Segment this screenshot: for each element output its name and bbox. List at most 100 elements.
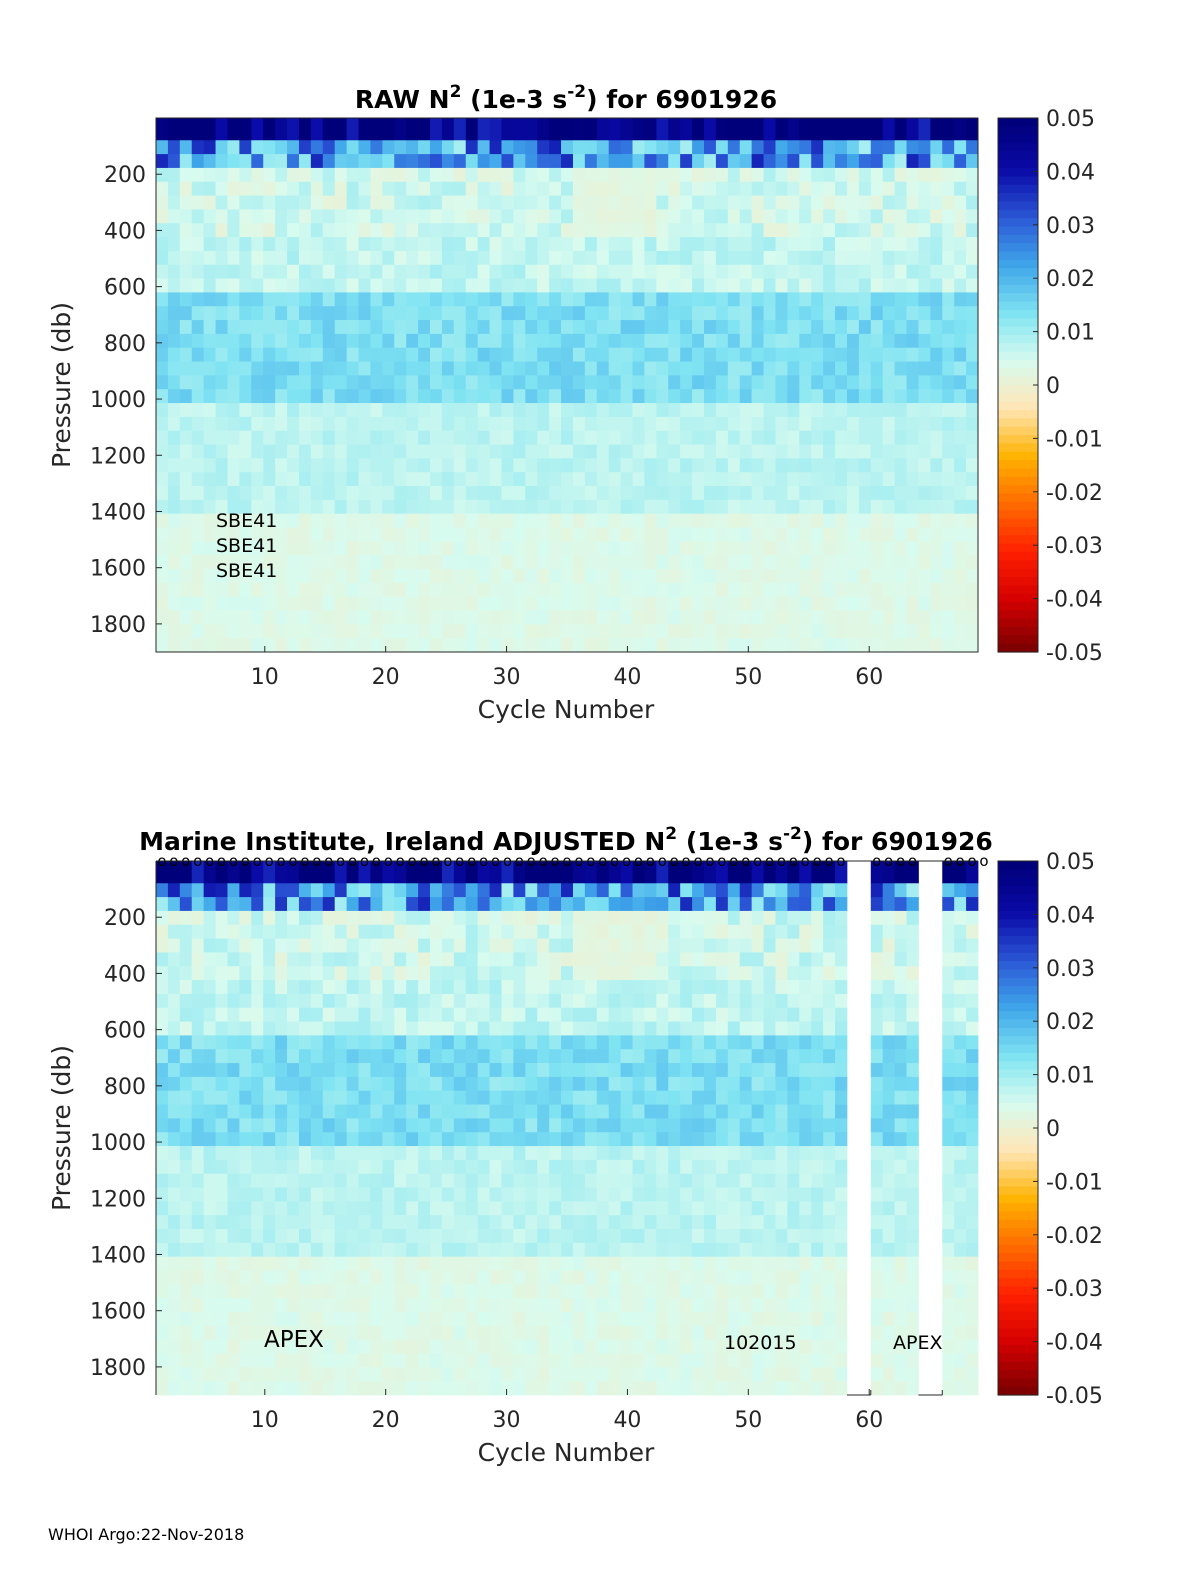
heatmap-cell (227, 1270, 240, 1285)
heatmap-cell (763, 1353, 776, 1368)
heatmap-cell (489, 1325, 502, 1341)
heatmap-cell (179, 389, 193, 404)
heatmap-cell (358, 306, 371, 321)
heatmap-cell (835, 1076, 848, 1092)
heatmap-cell (322, 596, 336, 611)
heatmap-cell (394, 596, 407, 611)
heatmap-cell (263, 118, 276, 141)
heatmap-cell (227, 638, 240, 653)
heatmap-cell (525, 1146, 538, 1161)
heatmap-cell (668, 118, 681, 141)
heatmap-cell (167, 1104, 181, 1119)
heatmap-cell (406, 1256, 419, 1271)
heatmap-cell (620, 1035, 633, 1050)
heatmap-cell (334, 910, 348, 926)
heatmap-cell (906, 610, 919, 625)
heatmap-cell (156, 1284, 169, 1299)
heatmap-cell (787, 924, 800, 939)
heatmap-cell (549, 195, 562, 210)
heatmap-cell (501, 195, 514, 210)
heatmap-cell (156, 154, 169, 169)
heatmap-cell (584, 195, 598, 210)
heatmap-cell (680, 195, 693, 210)
heatmap-cell (489, 499, 502, 515)
heatmap-cell (942, 375, 955, 390)
heatmap-cell (263, 403, 276, 418)
heatmap-cell (156, 389, 169, 404)
heatmap-cell (930, 513, 943, 528)
heatmap-cell (501, 181, 514, 196)
heatmap-cell (680, 624, 693, 639)
heatmap-cell (858, 333, 872, 349)
heatmap-cell (227, 861, 240, 884)
heatmap-cell (358, 209, 371, 224)
heatmap-cell (727, 966, 741, 981)
heatmap-cell (477, 347, 490, 362)
heatmap-cell (692, 861, 705, 884)
heatmap-cell (739, 1118, 753, 1133)
heatmap-cell (608, 1381, 622, 1396)
heatmap-cell (584, 347, 598, 362)
heatmap-cell (549, 1325, 562, 1341)
heatmap-cell (632, 1381, 645, 1396)
heatmap-cell (418, 1256, 431, 1271)
heatmap-cell (501, 375, 514, 390)
heatmap-cell (322, 430, 336, 445)
heatmap-cell (489, 347, 502, 362)
heatmap-cell (263, 1381, 276, 1396)
heatmap-cell (394, 472, 407, 487)
heatmap-cell (430, 118, 443, 141)
heatmap-cell (835, 375, 848, 390)
heatmap-cell (894, 118, 907, 141)
heatmap-cell (287, 638, 300, 653)
heatmap-cell (537, 624, 550, 639)
heatmap-cell (799, 1187, 812, 1202)
heatmap-cell (620, 1159, 633, 1175)
heatmap-cell (787, 1021, 800, 1036)
heatmap-cell (680, 1201, 693, 1216)
heatmap-cell (549, 333, 562, 349)
heatmap-cell (537, 347, 550, 362)
heatmap-cell (191, 472, 205, 487)
heatmap-cell (537, 486, 550, 501)
heatmap-cell (680, 1284, 693, 1299)
heatmap-cell (263, 541, 276, 556)
heatmap-cell (835, 861, 848, 884)
heatmap-cell (239, 624, 252, 639)
heatmap-cell (763, 1007, 776, 1022)
heatmap-cell (441, 910, 455, 926)
heatmap-cell (549, 389, 562, 404)
heatmap-cell (751, 1090, 764, 1105)
heatmap-cell (572, 444, 586, 459)
heatmap-cell (870, 883, 884, 898)
heatmap-cell (882, 181, 896, 196)
heatmap-cell (549, 1256, 562, 1271)
heatmap-cell (239, 306, 252, 321)
heatmap-cell (775, 1242, 788, 1258)
heatmap-cell (537, 416, 550, 432)
heatmap-cell (239, 952, 252, 967)
heatmap-cell (763, 1298, 776, 1313)
heatmap-cell (727, 624, 741, 639)
heatmap-cell (239, 1007, 252, 1022)
heatmap-cell (775, 1118, 788, 1133)
heatmap-cell (656, 1339, 669, 1354)
heatmap-cell (394, 1284, 407, 1299)
heatmap-cell (191, 1159, 205, 1175)
heatmap-cell (334, 1063, 348, 1078)
heatmap-cell (167, 1187, 181, 1202)
heatmap-cell (739, 861, 753, 884)
heatmap-cell (501, 861, 514, 884)
heatmap-cell (370, 1187, 383, 1202)
heatmap-cell (370, 1146, 383, 1161)
heatmap-cell (477, 624, 490, 639)
heatmap-cell (787, 1076, 800, 1092)
heatmap-cell (537, 1242, 550, 1258)
heatmap-cell (787, 1284, 800, 1299)
heatmap-cell (823, 1284, 836, 1299)
heatmap-cell (930, 472, 943, 487)
heatmap-cell (418, 1229, 431, 1244)
heatmap-cell (549, 1270, 562, 1285)
heatmap-cell (430, 444, 443, 459)
heatmap-cell (823, 403, 836, 418)
